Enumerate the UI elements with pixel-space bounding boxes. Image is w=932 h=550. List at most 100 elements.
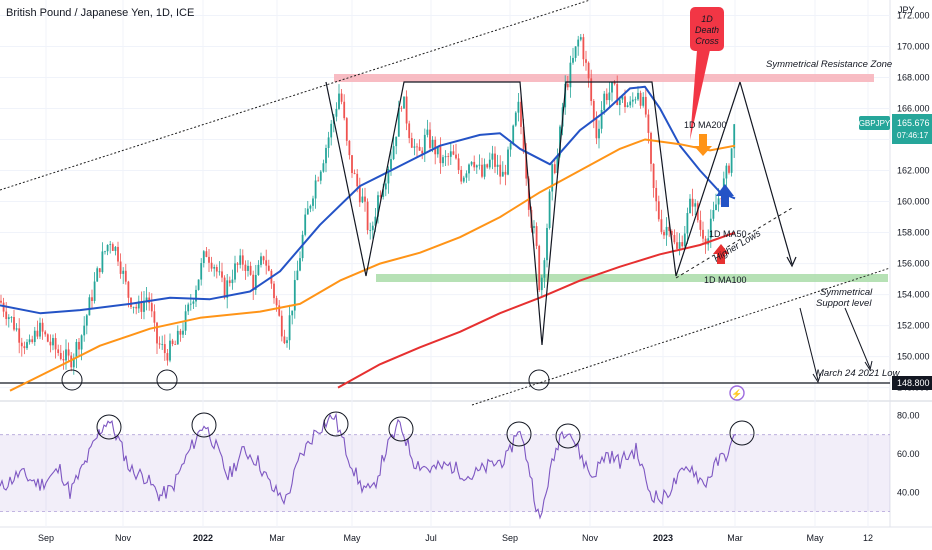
earnings-event-icon[interactable]	[729, 385, 745, 401]
candle-body	[267, 265, 270, 271]
candle-body	[452, 151, 455, 155]
candle-body	[538, 245, 541, 291]
candle-body	[400, 107, 403, 109]
candle-body	[647, 114, 650, 133]
candle-body	[275, 298, 278, 306]
projection-arrowhead	[786, 256, 797, 268]
candle-body	[158, 343, 161, 345]
rsi-peak-circle	[555, 423, 581, 449]
candle-body	[369, 230, 372, 231]
candle-body	[624, 96, 626, 108]
candle-body	[114, 246, 117, 251]
candle-body	[377, 195, 379, 217]
candle-body	[288, 315, 291, 341]
support-level-label-1: Symmetrical	[820, 287, 873, 298]
candle-body	[704, 238, 707, 245]
level-badge[interactable]	[892, 376, 932, 390]
candle-body	[10, 316, 13, 318]
candle-body	[317, 180, 320, 182]
candle-body	[325, 147, 327, 164]
candle-body	[366, 201, 369, 231]
candle-body	[41, 322, 44, 332]
candle-body	[291, 310, 294, 316]
candle-body	[96, 268, 99, 282]
candle-body	[418, 146, 421, 151]
candle-body	[717, 198, 720, 205]
candle-body	[730, 148, 733, 173]
candle-body	[501, 171, 504, 177]
rsi-peak-circle	[729, 420, 755, 446]
candle-body	[486, 164, 489, 168]
candle-body	[218, 271, 221, 273]
candle-body	[660, 219, 663, 232]
time-tick-label: May	[343, 533, 361, 543]
ma200-label: 1D MA200	[684, 120, 727, 130]
candle-body	[44, 331, 47, 335]
candle-body	[174, 344, 177, 345]
candle-body	[117, 246, 119, 262]
candle-body	[572, 57, 574, 63]
candle-body	[330, 123, 333, 138]
candle-body	[286, 340, 288, 344]
candle-body	[176, 330, 179, 345]
last-price-value: 165.676	[897, 118, 930, 128]
candle-body	[304, 214, 307, 235]
candle-body	[18, 328, 21, 343]
candle-body	[46, 334, 49, 342]
candle-body	[33, 330, 36, 342]
candle-body	[668, 226, 671, 231]
price-tick-label: 158.000	[897, 228, 930, 238]
candle-body	[540, 277, 543, 291]
candle-body	[444, 156, 447, 158]
candle-body	[478, 164, 481, 166]
bar-countdown: 07:46:17	[897, 131, 929, 140]
candle-body	[83, 325, 86, 336]
candle-body	[595, 118, 598, 139]
candle-body	[239, 255, 242, 265]
candle-body	[306, 208, 309, 215]
candle-body	[143, 300, 145, 312]
ma200-arrow-icon	[694, 134, 712, 156]
candle-body	[553, 164, 556, 173]
candle-body	[210, 262, 213, 269]
candle-body	[5, 311, 8, 320]
candle-body	[335, 108, 338, 117]
rsi-peak-circle	[96, 414, 122, 440]
rsi-axis-ticks[interactable]: 80.00 60.00 40.00	[897, 410, 920, 497]
time-tick-label: Nov	[582, 533, 599, 543]
candle-body	[494, 153, 496, 167]
symbol-badge[interactable]	[859, 116, 890, 130]
candle-body	[234, 263, 236, 280]
candle-body	[88, 297, 91, 316]
main-pane-bg	[0, 0, 890, 400]
candle-body	[345, 118, 348, 141]
rsi-peak-circle	[388, 416, 414, 442]
candle-body	[408, 123, 411, 139]
death-cross-pointer	[690, 50, 710, 140]
candle-body	[13, 316, 15, 330]
candle-body	[150, 303, 153, 312]
rsi-tick-label: 40.00	[897, 487, 920, 497]
time-tick-label: Mar	[269, 533, 285, 543]
candle-body	[525, 152, 528, 179]
candle-body	[351, 155, 353, 174]
low-circle	[156, 369, 178, 391]
candle-body	[226, 280, 229, 298]
march-low-arrow-line	[799, 307, 819, 381]
candle-body	[244, 264, 247, 271]
candle-body	[694, 203, 697, 207]
candle-body	[618, 99, 621, 105]
candle-body	[709, 218, 712, 239]
support-arrow-line	[844, 307, 871, 369]
price-tick-label: 160.000	[897, 197, 930, 207]
candle-body	[543, 260, 546, 278]
price-axis-ticks[interactable]: 172.000170.000168.000166.000164.000162.0…	[897, 11, 930, 393]
candle-body	[122, 270, 125, 274]
last-price-badge[interactable]	[892, 114, 932, 144]
candle-body	[436, 146, 439, 155]
candle-body	[192, 301, 195, 304]
time-axis-ticks[interactable]: Sep Nov 2022 Mar May Jul Sep Nov 2023 Mar May 12	[38, 533, 873, 543]
ma-line-1d-ma50	[0, 85, 736, 315]
time-tick-label: Mar	[727, 533, 743, 543]
march-low-arrowhead	[812, 372, 822, 384]
